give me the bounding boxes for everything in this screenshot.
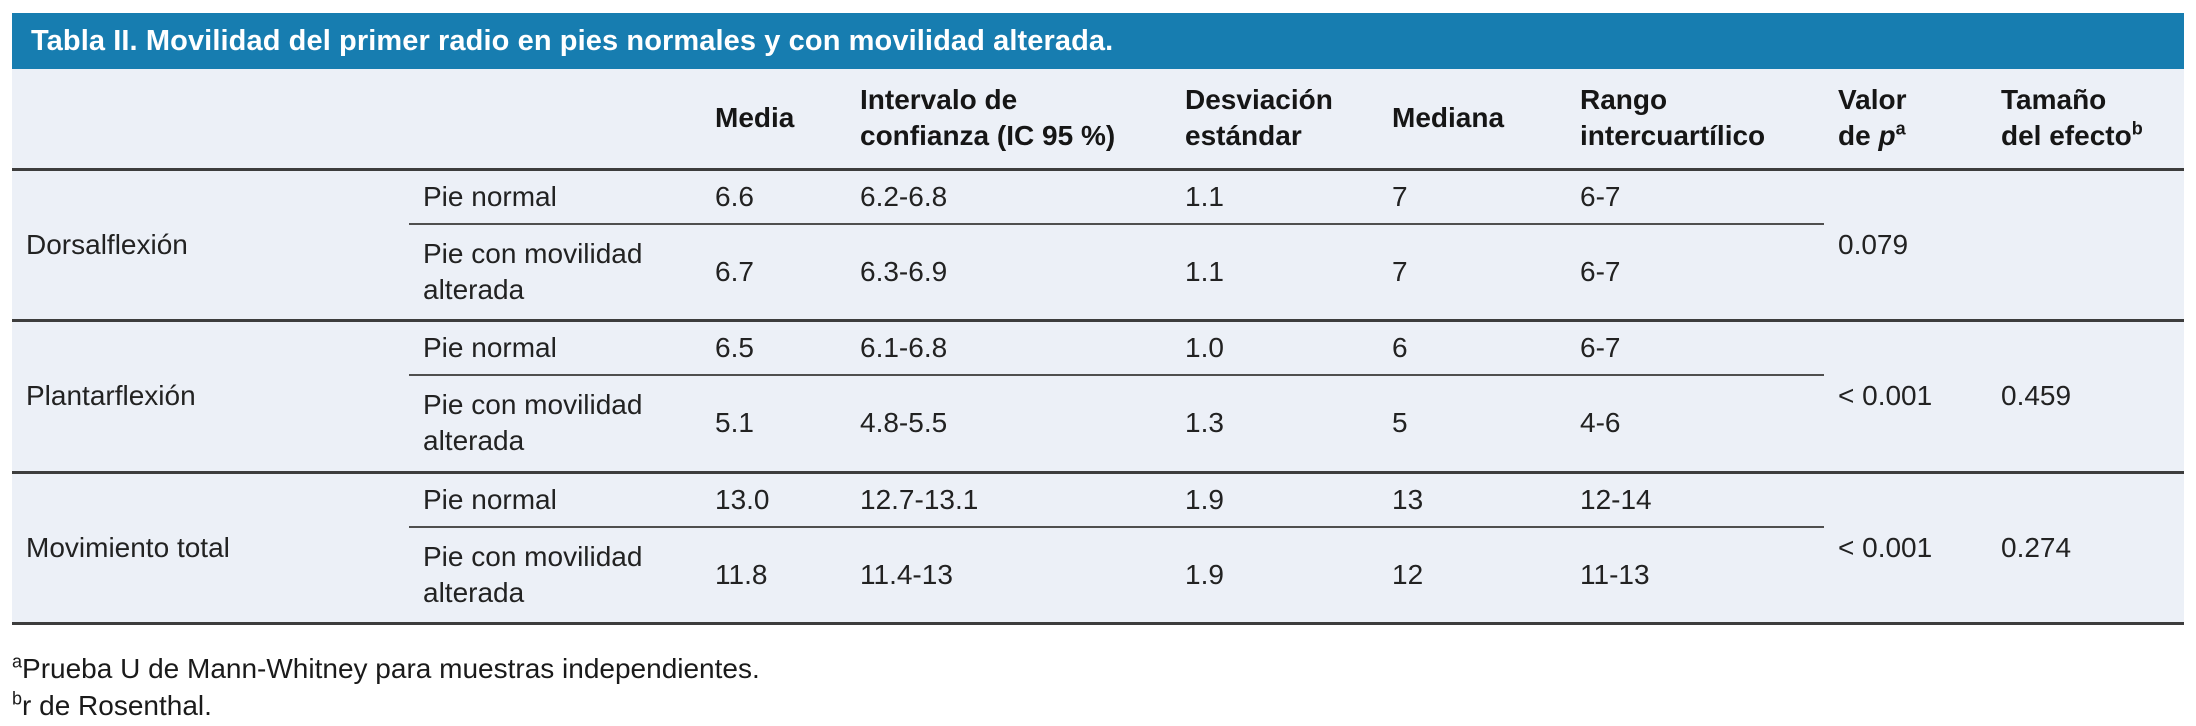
table-row: Pie con movilidad alterada 11.8 11.4-13 … bbox=[12, 526, 2184, 625]
header-label-riq-line1: Rango bbox=[1580, 84, 1668, 116]
cell-effect-size bbox=[1987, 169, 2184, 322]
cell-condition: Pie normal bbox=[409, 320, 701, 376]
cell-intervalo-confianza: 4.8-5.5 bbox=[846, 375, 1171, 474]
header-label-sd-line1: Desviación bbox=[1185, 84, 1333, 116]
cell-media: 13.0 bbox=[701, 472, 846, 528]
header-label-ic-line2: confianza (IC 95 %) bbox=[860, 120, 1116, 152]
cell-condition: Pie normal bbox=[409, 169, 701, 225]
cell-intervalo-confianza: 6.1-6.8 bbox=[846, 320, 1171, 376]
cell-intervalo-confianza: 6.2-6.8 bbox=[846, 169, 1171, 225]
cell-p-value: < 0.001 bbox=[1824, 472, 1987, 625]
cell-p-value: 0.079 bbox=[1824, 169, 1987, 322]
cell-rango-intercuartilico: 4-6 bbox=[1566, 375, 1824, 474]
header-label-p-symbol: p bbox=[1878, 120, 1896, 152]
header-cell-valor-p: Valor de pa bbox=[1824, 69, 1987, 171]
cell-media: 5.1 bbox=[701, 375, 846, 474]
cell-rango-intercuartilico: 12-14 bbox=[1566, 472, 1824, 528]
table-title-bar: Tabla II. Movilidad del primer radio en … bbox=[12, 13, 2184, 69]
cell-condition: Pie con movilidad alterada bbox=[409, 375, 701, 474]
header-cell-rango-intercuartilico: Rango intercuartílico bbox=[1566, 69, 1824, 171]
cell-media: 6.7 bbox=[701, 223, 846, 322]
header-cell-empty-condition bbox=[409, 69, 701, 171]
cell-rango-intercuartilico: 6-7 bbox=[1566, 320, 1824, 376]
cell-mediana: 6 bbox=[1378, 320, 1566, 376]
header-label-eff-line1: Tamaño bbox=[2001, 84, 2107, 116]
cell-rango-intercuartilico: 11-13 bbox=[1566, 526, 1824, 625]
header-row: Media Intervalo de confianza (IC 95 %) D… bbox=[12, 69, 2184, 171]
cell-rango-intercuartilico: 6-7 bbox=[1566, 169, 1824, 225]
cell-condition: Pie normal bbox=[409, 472, 701, 528]
cell-desviacion-estandar: 1.9 bbox=[1171, 472, 1378, 528]
table-title: Tabla II. Movilidad del primer radio en … bbox=[31, 24, 1114, 57]
header-label-eff-line2: del efectob bbox=[2001, 118, 2174, 154]
row-group-label-movimiento-total: Movimiento total bbox=[12, 472, 409, 625]
footnote-b-text: r de Rosenthal. bbox=[22, 690, 212, 721]
cell-p-value: < 0.001 bbox=[1824, 320, 1987, 474]
header-cell-tamano-efecto: Tamaño del efectob bbox=[1987, 69, 2184, 171]
statistics-table: Media Intervalo de confianza (IC 95 %) D… bbox=[12, 69, 2184, 625]
table-card: Tabla II. Movilidad del primer radio en … bbox=[12, 13, 2184, 625]
cell-media: 6.6 bbox=[701, 169, 846, 225]
header-label-ic-line1: Intervalo de bbox=[860, 84, 1018, 116]
footnote-marker-b-ref: b bbox=[2131, 118, 2143, 139]
header-label-p-prefix: de bbox=[1838, 120, 1879, 152]
header-cell-media: Media bbox=[701, 69, 846, 171]
cell-desviacion-estandar: 1.1 bbox=[1171, 223, 1378, 322]
cell-condition: Pie con movilidad alterada bbox=[409, 526, 701, 625]
footnote-a: aPrueba U de Mann-Whitney para muestras … bbox=[12, 650, 760, 687]
header-label-media: Media bbox=[715, 102, 795, 134]
table-row: Pie con movilidad alterada 6.7 6.3-6.9 1… bbox=[12, 223, 2184, 322]
cell-mediana: 5 bbox=[1378, 375, 1566, 474]
header-cell-empty-group bbox=[12, 69, 409, 171]
cell-mediana: 7 bbox=[1378, 169, 1566, 225]
cell-desviacion-estandar: 1.9 bbox=[1171, 526, 1378, 625]
header-cell-intervalo-confianza: Intervalo de confianza (IC 95 %) bbox=[846, 69, 1171, 171]
row-group-label-plantarflexion: Plantarflexión bbox=[12, 320, 409, 474]
cell-desviacion-estandar: 1.1 bbox=[1171, 169, 1378, 225]
header-label-riq-line2: intercuartílico bbox=[1580, 120, 1766, 152]
footnote-b: br de Rosenthal. bbox=[12, 687, 760, 724]
header-label-mediana: Mediana bbox=[1392, 102, 1505, 134]
cell-media: 11.8 bbox=[701, 526, 846, 625]
table-footnotes: aPrueba U de Mann-Whitney para muestras … bbox=[12, 650, 760, 724]
cell-mediana: 7 bbox=[1378, 223, 1566, 322]
table-row: Pie con movilidad alterada 5.1 4.8-5.5 1… bbox=[12, 375, 2184, 474]
cell-media: 6.5 bbox=[701, 320, 846, 376]
cell-effect-size: 0.274 bbox=[1987, 472, 2184, 625]
cell-intervalo-confianza: 12.7-13.1 bbox=[846, 472, 1171, 528]
cell-mediana: 12 bbox=[1378, 526, 1566, 625]
header-label-p-line1: Valor bbox=[1838, 84, 1907, 116]
table-row: Movimiento total Pie normal 13.0 12.7-13… bbox=[12, 472, 2184, 625]
header-cell-desviacion-estandar: Desviación estándar bbox=[1171, 69, 1378, 171]
table-row: Dorsalflexión Pie normal 6.6 6.2-6.8 1.1… bbox=[12, 169, 2184, 322]
header-label-sd-line2: estándar bbox=[1185, 120, 1302, 152]
cell-desviacion-estandar: 1.3 bbox=[1171, 375, 1378, 474]
cell-effect-size: 0.459 bbox=[1987, 320, 2184, 474]
footnote-b-marker: b bbox=[12, 688, 23, 709]
cell-mediana: 13 bbox=[1378, 472, 1566, 528]
header-label-eff-text: del efecto bbox=[2001, 120, 2132, 152]
header-label-p-line2: de pa bbox=[1838, 118, 1977, 154]
footnote-a-marker: a bbox=[12, 651, 23, 672]
row-group-label-dorsalflexion: Dorsalflexión bbox=[12, 169, 409, 322]
footnote-marker-a-ref: a bbox=[1895, 118, 1906, 139]
cell-condition: Pie con movilidad alterada bbox=[409, 223, 701, 322]
footnote-a-text: Prueba U de Mann-Whitney para muestras i… bbox=[22, 653, 760, 684]
cell-rango-intercuartilico: 6-7 bbox=[1566, 223, 1824, 322]
cell-desviacion-estandar: 1.0 bbox=[1171, 320, 1378, 376]
table-row: Plantarflexión Pie normal 6.5 6.1-6.8 1.… bbox=[12, 320, 2184, 474]
cell-intervalo-confianza: 6.3-6.9 bbox=[846, 223, 1171, 322]
header-cell-mediana: Mediana bbox=[1378, 69, 1566, 171]
cell-intervalo-confianza: 11.4-13 bbox=[846, 526, 1171, 625]
